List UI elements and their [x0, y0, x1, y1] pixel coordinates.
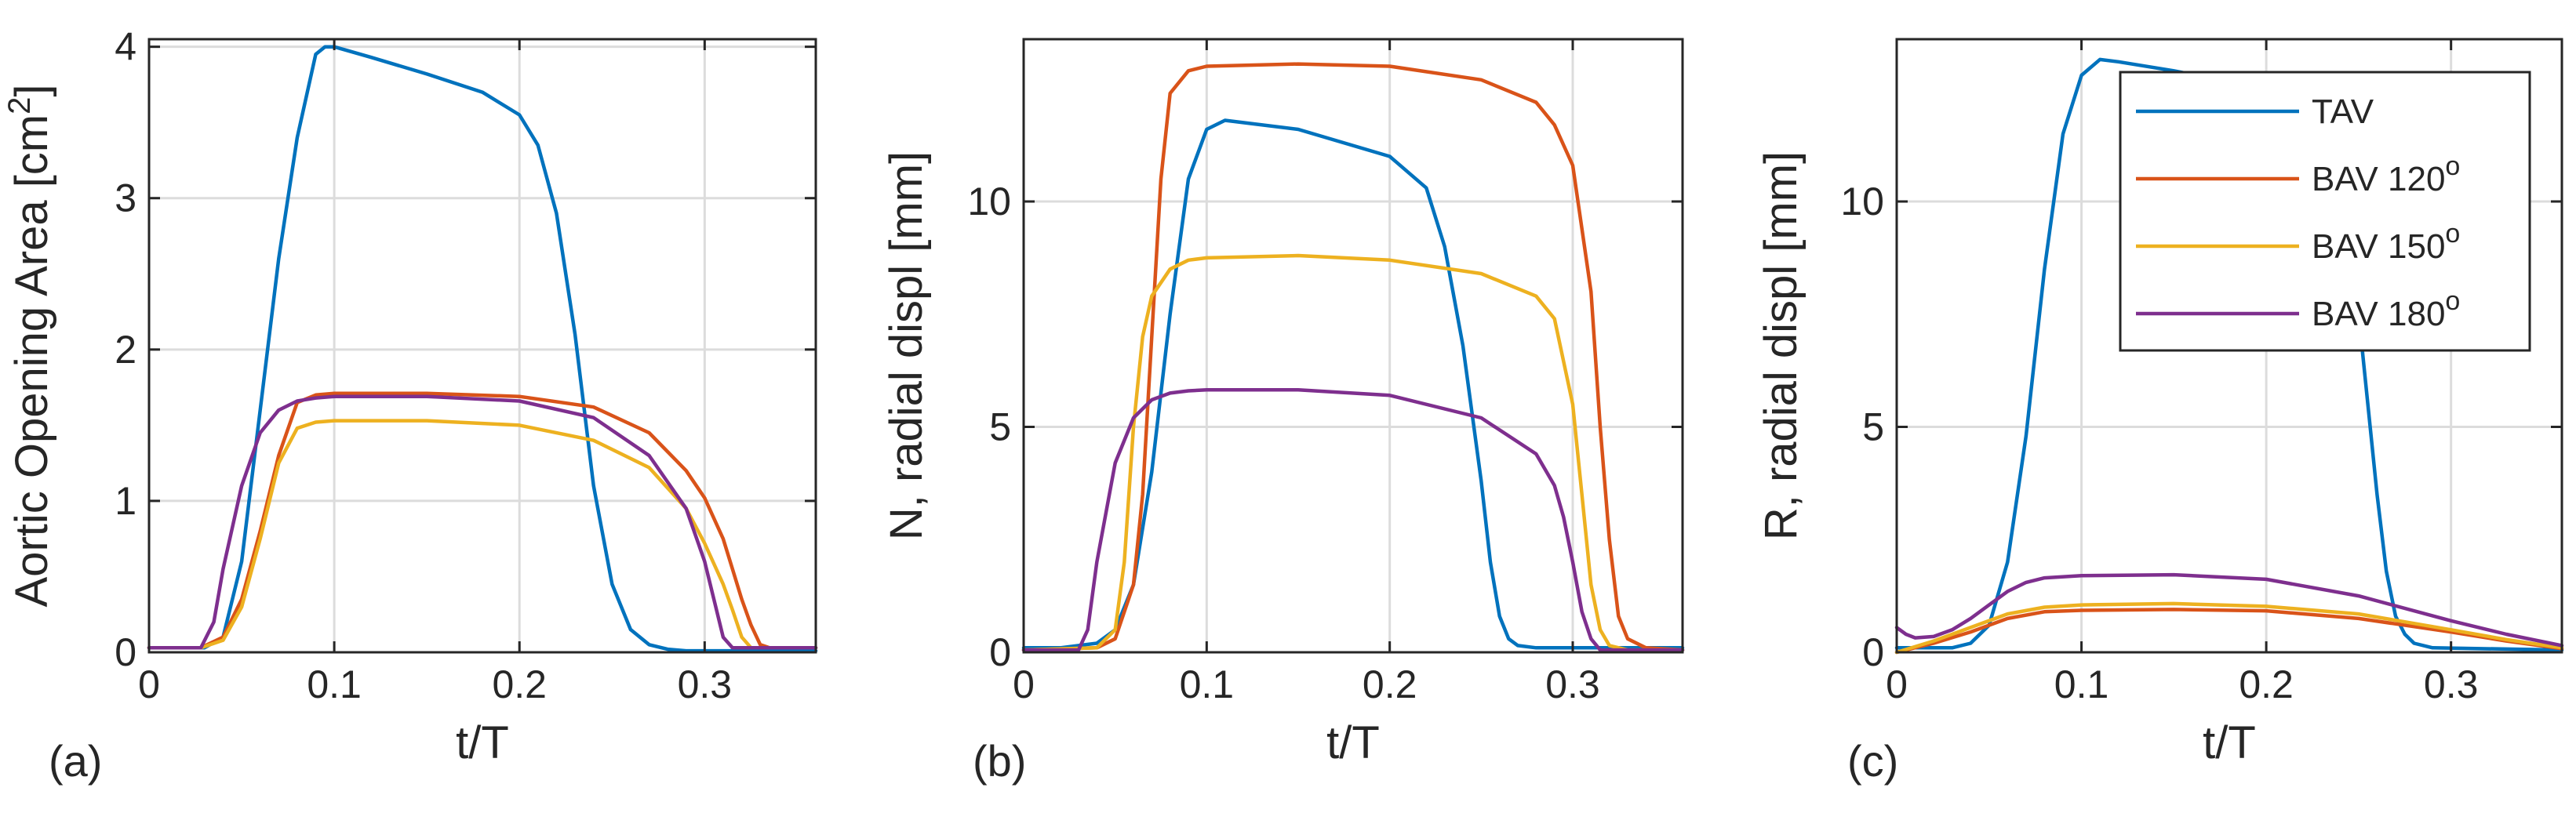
- x-tick-label: 0.1: [307, 662, 362, 706]
- x-tick-label: 0.2: [492, 662, 547, 706]
- y-tick-label: 0: [989, 630, 1011, 674]
- series-line-bav-180: [147, 394, 818, 650]
- panel-label: (a): [49, 736, 102, 786]
- x-tick-label: 0: [138, 662, 160, 706]
- x-axis-label: t/T: [2203, 717, 2256, 768]
- series-line-bav-180: [1894, 572, 2564, 648]
- legend-box: [2119, 71, 2531, 352]
- panel-3: 0 0.1 0.2 0.3 0 5 10 t/T R, radial displ [mm] (c)…: [1756, 38, 2564, 786]
- y-tick-label: 3: [115, 176, 136, 220]
- legend-entry-label: TAV: [2312, 93, 2374, 131]
- series-line-bav-180: [1021, 388, 1685, 652]
- legend: TAV BAV 120o BAV 150o BAV 180o: [2119, 71, 2531, 352]
- y-tick-label: 1: [115, 479, 136, 523]
- y-axis-label: Aortic Opening Area [cm2]: [2, 84, 57, 607]
- legend-entry-label: BAV 180o: [2312, 286, 2460, 333]
- y-tick-label: 10: [1840, 180, 1884, 223]
- y-tick-label: 0: [115, 630, 136, 674]
- axes-frame: [147, 38, 817, 654]
- series-line-bav-150: [1021, 253, 1685, 652]
- x-tick-label: 0.1: [2054, 662, 2109, 706]
- x-tick-label: 0.1: [1180, 662, 1235, 706]
- panel-label: (c): [1847, 736, 1898, 786]
- y-tick-label: 5: [1862, 405, 1884, 449]
- series-line-bav-150: [147, 419, 818, 650]
- axes-frame: [1022, 38, 1684, 654]
- legend-entry-label: BAV 150o: [2312, 219, 2460, 266]
- x-tick-label: 0.3: [2424, 662, 2479, 706]
- series-line-bav-120: [1894, 608, 2564, 655]
- x-tick-label: 0.3: [678, 662, 733, 706]
- series-line-bav-120: [1021, 62, 1685, 652]
- x-axis-label: t/T: [456, 717, 509, 768]
- y-tick-label: 5: [989, 405, 1011, 449]
- series-line-bav-120: [147, 391, 818, 650]
- series-line-tav: [147, 45, 818, 653]
- y-axis-label: N, radial displ [mm]: [881, 151, 932, 540]
- panel-label: (b): [973, 736, 1026, 786]
- panel-1: 0 0.1 0.2 0.3 0 1 2 3 4 t/T Aortic Opening Area [c…: [2, 25, 818, 786]
- x-tick-label: 0.3: [1545, 662, 1600, 706]
- y-tick-label: 10: [967, 180, 1011, 223]
- axes-frame: [1895, 38, 2563, 654]
- x-tick-label: 0.2: [1363, 662, 1417, 706]
- x-tick-label: 0: [1886, 662, 1908, 706]
- y-tick-label: 4: [115, 25, 136, 69]
- x-tick-label: 0: [1013, 662, 1035, 706]
- y-tick-label: 0: [1862, 630, 1884, 674]
- x-tick-label: 0.2: [2239, 662, 2294, 706]
- series-line-bav-150: [1894, 601, 2564, 655]
- y-axis-label: R, radial displ [mm]: [1756, 151, 1806, 540]
- legend-entry-label: BAV 120o: [2312, 151, 2460, 198]
- panel-2: 0 0.1 0.2 0.3 0 5 10 t/T N, radial displ [mm] (b): [881, 38, 1685, 786]
- y-tick-label: 2: [115, 328, 136, 372]
- x-axis-label: t/T: [1326, 717, 1380, 768]
